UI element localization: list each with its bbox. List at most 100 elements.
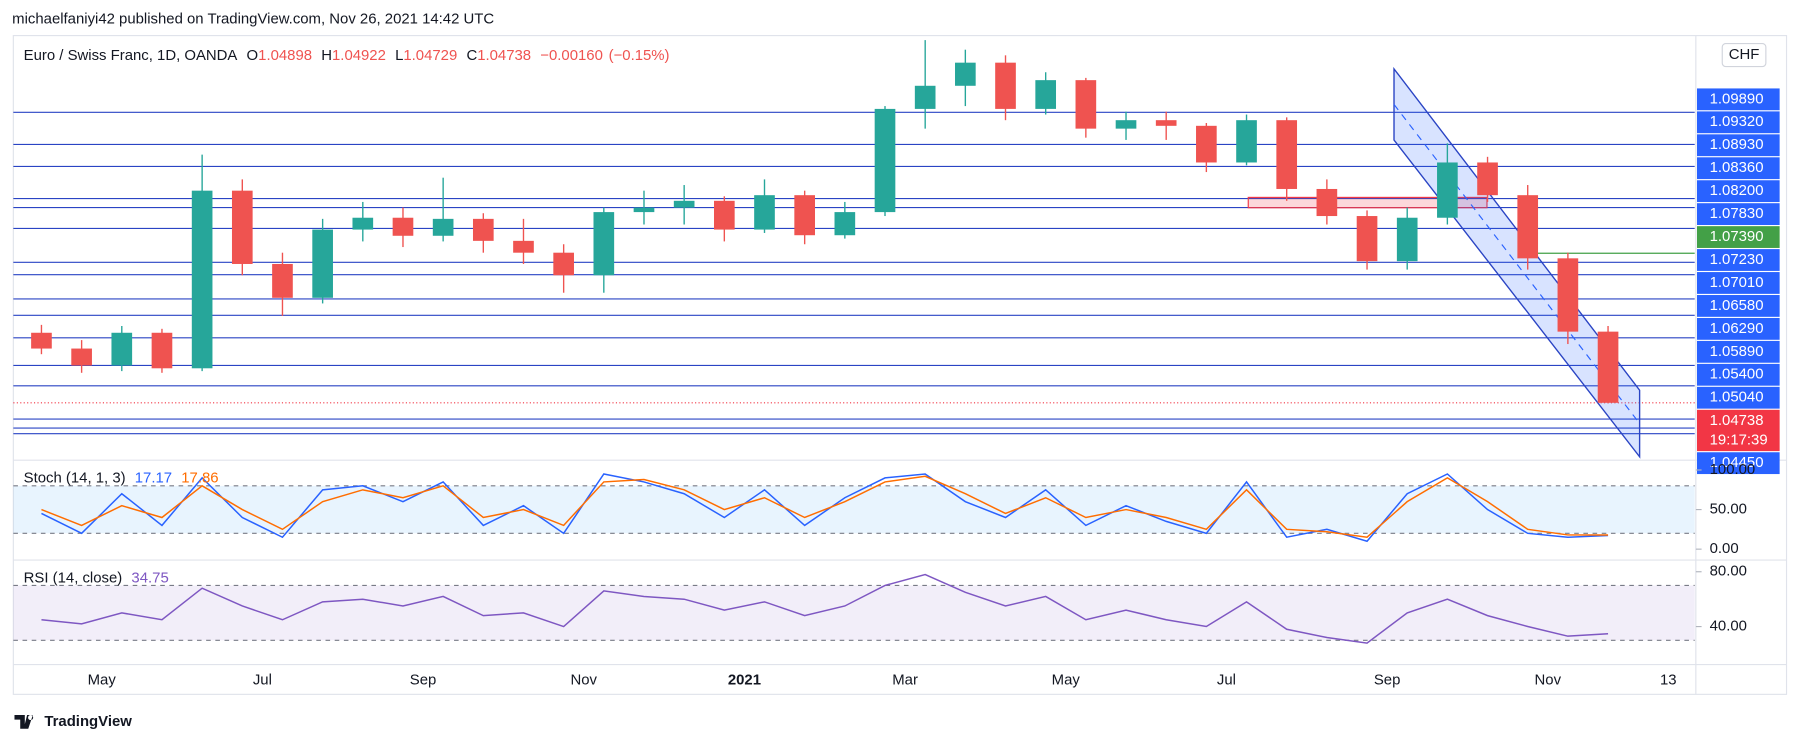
candle-body	[1155, 120, 1177, 126]
ohlc-value: 1.04922	[332, 47, 386, 64]
price-label: 1.07010	[1710, 274, 1764, 291]
price-label-box	[1696, 295, 1780, 317]
footer: TradingView	[44, 713, 132, 730]
price-label: 1.07830	[1710, 205, 1764, 222]
change: −0.00160	[540, 47, 603, 64]
y-tick-label: 0.00	[1710, 540, 1739, 557]
price-label-box	[1696, 317, 1780, 340]
x-tick-label: May	[88, 672, 117, 689]
candle-body	[392, 217, 414, 236]
candle-body	[312, 229, 333, 298]
ohlc-value: 1.04898	[258, 47, 312, 64]
y-tick-label: 50.00	[1710, 501, 1747, 518]
x-tick-label: 2021	[728, 672, 761, 689]
candle-body	[754, 195, 775, 230]
candle-body	[1035, 80, 1057, 109]
candle-body	[1316, 188, 1338, 217]
price-label-box	[1696, 111, 1780, 134]
price-label: 1.04450	[1710, 454, 1764, 471]
candle-body	[111, 332, 133, 366]
x-tick-label: Mar	[892, 672, 918, 689]
candle-body	[71, 348, 92, 366]
indicator-title: RSI (14, close) 34.75	[24, 569, 169, 586]
candle-body	[794, 195, 815, 236]
price-label-box	[1696, 363, 1780, 386]
y-tick-label: 40.00	[1710, 618, 1747, 635]
price-label-box	[1696, 409, 1780, 452]
candle-body	[1396, 217, 1418, 262]
candle-body	[633, 207, 655, 213]
candle-body	[432, 218, 454, 236]
price-label: 1.06580	[1710, 297, 1764, 314]
price-label: 1.09320	[1710, 113, 1764, 130]
x-tick-label: Jul	[253, 672, 272, 689]
candle-body	[1437, 162, 1458, 218]
candle-body	[272, 263, 293, 298]
x-tick-label: 13	[1660, 672, 1677, 689]
header: michaelfaniyi42 published on TradingView…	[12, 10, 494, 27]
candle-body	[955, 62, 976, 86]
candle-body	[1597, 331, 1619, 403]
ohlc-key: O	[247, 47, 259, 64]
price-label: 1.07390	[1710, 228, 1764, 245]
ohlc-key: C	[466, 47, 477, 64]
symbol: Euro / Swiss Franc, 1D, OANDA	[24, 47, 238, 64]
logo-mark	[14, 715, 34, 729]
ohlc-key: L	[395, 47, 403, 64]
candle-body	[874, 108, 896, 213]
price-label: 1.05040	[1710, 389, 1764, 406]
price-label-box	[1696, 180, 1780, 203]
indicator-line	[41, 475, 1609, 539]
candle-body	[834, 212, 856, 236]
price-label-box	[1696, 249, 1780, 271]
ohlc-value: 1.04729	[403, 47, 457, 64]
price-label-box	[1696, 157, 1780, 180]
candle-body	[995, 62, 1016, 109]
x-tick-label: May	[1052, 672, 1081, 689]
candle-body	[714, 200, 735, 230]
price-label-box	[1696, 452, 1780, 475]
price-label: 1.09890	[1710, 90, 1764, 107]
candle-body	[1517, 195, 1539, 259]
indicator-line	[41, 473, 1609, 543]
candle-body	[553, 252, 574, 276]
indicator-legend: 17.86	[181, 470, 218, 487]
price-label-box	[1696, 226, 1780, 248]
change-pct: (−0.15%)	[609, 47, 670, 64]
indicator-line	[41, 573, 1609, 644]
candle-body	[1356, 216, 1378, 262]
countdown: 19:17:39	[1710, 432, 1768, 449]
candle-body	[1477, 162, 1498, 196]
price-label: 1.05890	[1710, 343, 1764, 360]
candle-body	[914, 85, 936, 109]
candle-body	[151, 332, 173, 369]
y-tick-label: 80.00	[1710, 563, 1747, 580]
indicator-legend: RSI (14, close)	[24, 569, 123, 586]
x-tick-label: Sep	[1374, 672, 1401, 689]
indicator-band	[13, 585, 1695, 641]
candle-body	[1196, 125, 1217, 163]
indicator-title: Stoch (14, 1, 3) 17.17 17.86	[24, 470, 219, 487]
logo: TradingView	[14, 713, 132, 730]
price-label: 1.08930	[1710, 136, 1764, 153]
candle-body	[1236, 120, 1257, 163]
currency-button[interactable]	[1721, 43, 1767, 68]
x-tick-label: Nov	[570, 672, 597, 689]
x-tick-label: Jul	[1217, 672, 1236, 689]
ohlc-value: 1.04738	[477, 47, 531, 64]
price-label: 1.08200	[1710, 182, 1764, 199]
candle-body	[472, 218, 494, 241]
price-label-box	[1696, 272, 1780, 294]
x-tick-label: Nov	[1535, 672, 1562, 689]
price-label-box	[1696, 88, 1780, 111]
indicator-legend: 17.17	[135, 470, 172, 487]
indicator-legend: 34.75	[131, 569, 168, 586]
candle-body	[673, 200, 695, 208]
price-label: 1.06290	[1710, 320, 1764, 337]
currency[interactable]: CHF	[1729, 46, 1760, 63]
supply-zone	[1247, 196, 1488, 209]
price-label-box	[1696, 386, 1780, 409]
candle-body	[513, 240, 534, 253]
